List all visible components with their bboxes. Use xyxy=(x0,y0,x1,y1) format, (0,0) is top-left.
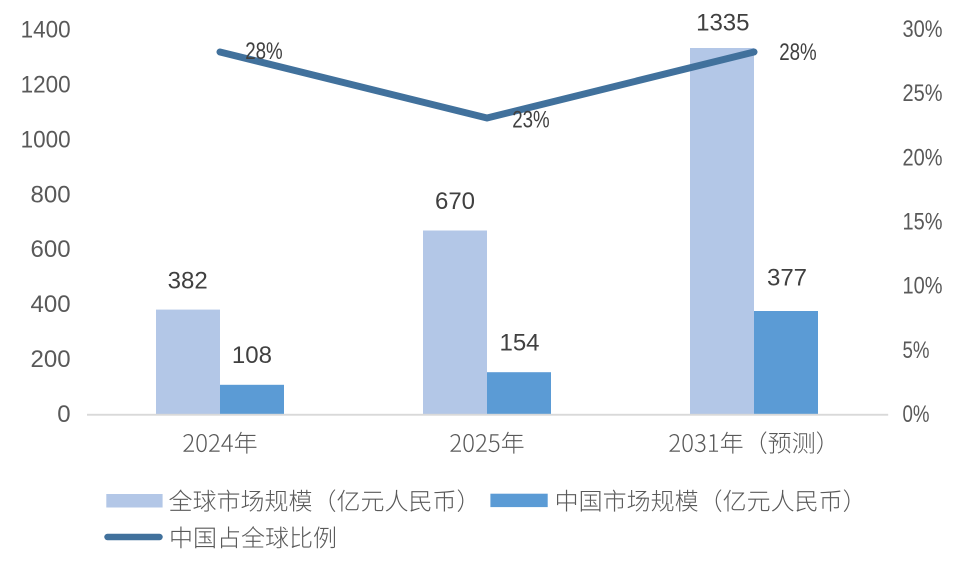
svg-text:600: 600 xyxy=(31,236,71,263)
svg-text:154: 154 xyxy=(499,330,539,357)
svg-text:20%: 20% xyxy=(903,144,943,171)
svg-text:1335: 1335 xyxy=(696,10,749,37)
svg-text:25%: 25% xyxy=(903,80,943,107)
svg-text:15%: 15% xyxy=(903,209,943,236)
svg-text:800: 800 xyxy=(31,181,71,208)
svg-text:382: 382 xyxy=(168,267,208,294)
svg-text:108: 108 xyxy=(232,342,272,369)
svg-text:200: 200 xyxy=(31,346,71,373)
svg-text:0: 0 xyxy=(57,401,70,428)
svg-text:400: 400 xyxy=(31,291,71,318)
svg-text:1200: 1200 xyxy=(21,71,71,98)
svg-text:28%: 28% xyxy=(245,38,283,65)
svg-text:1000: 1000 xyxy=(21,126,71,153)
svg-text:23%: 23% xyxy=(512,106,550,133)
svg-text:28%: 28% xyxy=(779,39,817,66)
svg-text:377: 377 xyxy=(767,265,807,292)
svg-text:1400: 1400 xyxy=(21,16,71,43)
svg-text:0%: 0% xyxy=(903,401,930,428)
svg-text:670: 670 xyxy=(435,188,475,215)
svg-text:10%: 10% xyxy=(903,273,943,300)
svg-text:5%: 5% xyxy=(903,337,930,364)
svg-text:30%: 30% xyxy=(903,16,943,43)
